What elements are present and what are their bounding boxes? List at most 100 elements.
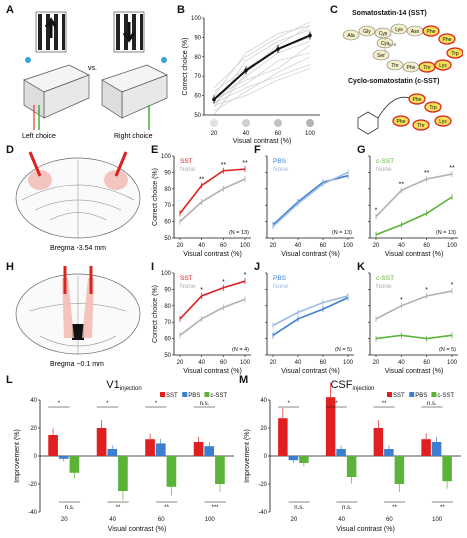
n-count: (N = 13) <box>332 230 352 236</box>
water-drop-icon <box>25 57 31 63</box>
legend-entry: c-SST <box>437 393 454 399</box>
legend-entry: None <box>180 283 196 290</box>
x-tick-label: 100 <box>432 517 443 523</box>
y-tick-label: 60 <box>194 94 201 100</box>
significance-marker: ** <box>242 160 248 167</box>
significance-marker: ** <box>399 181 405 188</box>
residue-label: Trp <box>451 51 459 57</box>
significance-marker: ** <box>164 505 169 511</box>
x-tick-label: 60 <box>220 243 227 249</box>
x-tick-label: 20 <box>61 517 68 523</box>
panel-label-g: G <box>357 144 366 156</box>
y-tick-label: 50 <box>164 236 171 242</box>
bar <box>421 439 431 456</box>
residue-node <box>422 25 440 37</box>
x-axis-label: Visual contrast (%) <box>336 526 395 533</box>
residue-node <box>424 101 442 113</box>
x-tick-label: 40 <box>198 243 205 249</box>
x-tick-label: 40 <box>198 360 205 366</box>
bar <box>118 456 128 491</box>
legend-entry: PBS <box>188 393 200 399</box>
significance-marker: * <box>287 401 290 407</box>
legend-swatch <box>409 392 415 397</box>
residue-node <box>434 115 452 127</box>
panel-label-a: A <box>6 4 14 16</box>
series-line <box>272 174 349 226</box>
x-tick-label: 100 <box>305 131 316 137</box>
bar <box>69 456 80 473</box>
panel-label-b: B <box>177 4 185 16</box>
y-tick-label: 70 <box>164 320 171 326</box>
y-tick-label: 50 <box>194 113 201 119</box>
bar <box>215 456 225 484</box>
y-tick-label: 100 <box>161 271 172 277</box>
x-axis-label: Visual contrast (%) <box>108 526 167 533</box>
bar <box>145 439 155 456</box>
residue-node <box>386 59 404 71</box>
legend-swatch <box>182 392 188 397</box>
vs-text: vs. <box>88 65 97 72</box>
data-point <box>276 47 280 51</box>
series-line <box>375 196 453 236</box>
legend-entry: c-SST <box>210 393 227 399</box>
csst-title: Cyclo-somatostatin (c-SST) <box>348 78 440 85</box>
left-choice-apparatus <box>23 11 90 130</box>
residue-node <box>402 61 420 73</box>
y-tick-label: 80 <box>164 304 171 310</box>
x-tick-label: 60 <box>158 517 165 523</box>
y-tick-label: -40 <box>258 510 267 516</box>
benzene-ring <box>357 111 379 135</box>
bar <box>288 456 299 461</box>
residue-node <box>408 93 426 105</box>
x-tick-label: 20 <box>270 243 277 249</box>
series-line <box>272 296 349 336</box>
behavior-apparatus-illustration: Left choice vs. Right choice <box>22 11 168 140</box>
residue-node <box>390 23 408 35</box>
residue-label: Thr <box>417 123 425 129</box>
x-tick-label: 40 <box>398 243 405 249</box>
x-tick-label: 40 <box>338 517 345 523</box>
residue-label: Gly <box>363 29 371 35</box>
stimulus-icon <box>210 119 218 127</box>
right-choice-caption: Right choice <box>114 133 153 140</box>
residue-node <box>372 49 390 61</box>
x-tick-label: 40 <box>295 243 302 249</box>
y-tick-label: 40 <box>260 398 267 404</box>
x-tick-label: 40 <box>243 131 250 137</box>
series-line <box>375 334 453 340</box>
panel-label-j: J <box>254 261 261 273</box>
legend-entry: None <box>180 166 196 173</box>
y-tick-label: 60 <box>164 337 171 343</box>
injection-needle-left <box>28 151 42 177</box>
series-line <box>179 168 246 214</box>
stimulus-icon <box>242 119 250 127</box>
residue-node <box>446 47 463 59</box>
significance-marker: * <box>244 272 247 279</box>
legend-entry: SST <box>393 393 405 399</box>
significance-marker: * <box>451 282 454 289</box>
x-tick-label: 20 <box>373 243 380 249</box>
y-tick-label: 90 <box>194 35 201 41</box>
x-tick-label: 100 <box>447 360 458 366</box>
x-tick-label: 100 <box>447 243 458 249</box>
significance-marker: ** <box>424 170 430 177</box>
significance-marker: n.s. <box>200 401 210 407</box>
significance-marker: n.s. <box>65 505 75 511</box>
x-tick-label: 100 <box>343 243 354 249</box>
x-axis-label: Visual contrast (%) <box>233 138 292 145</box>
x-tick-label: 20 <box>291 517 298 523</box>
series-line <box>179 280 246 320</box>
legend-entry: c-SST <box>376 275 394 282</box>
panel-label-c: C <box>330 4 338 16</box>
data-point <box>308 33 312 38</box>
mean-line <box>213 34 311 101</box>
x-tick-label: 20 <box>373 360 380 366</box>
bar <box>373 428 384 456</box>
y-tick-label: 90 <box>164 287 171 293</box>
bar <box>107 449 118 456</box>
bar <box>58 456 69 459</box>
x-tick-label: 60 <box>423 360 430 366</box>
legend-swatch <box>204 392 210 397</box>
legend-entry: SST <box>180 275 193 282</box>
